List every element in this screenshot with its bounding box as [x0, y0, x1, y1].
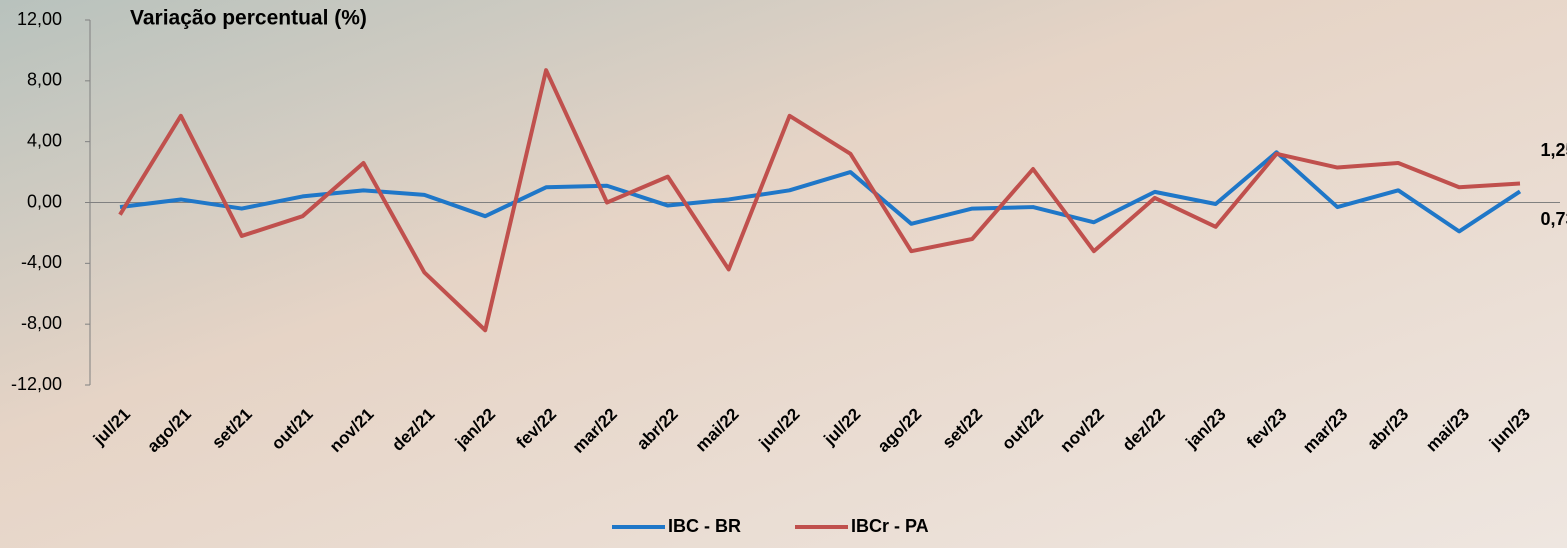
- data-label: 0,73: [1540, 209, 1567, 229]
- y-tick-label: 4,00: [27, 130, 62, 150]
- legend-label: IBC - BR: [668, 516, 741, 536]
- legend-label: IBCr - PA: [851, 516, 929, 536]
- y-tick-label: -12,00: [11, 374, 62, 394]
- y-tick-label: -8,00: [21, 313, 62, 333]
- chart: Variação percentual (%) -12,00 -8,00 -4,00…: [0, 0, 1567, 548]
- y-tick-label: 0,00: [27, 191, 62, 211]
- chart-title: Variação percentual (%): [130, 7, 367, 30]
- data-label: 1,25: [1540, 140, 1567, 160]
- background: [0, 0, 1567, 548]
- y-tick-label: 12,00: [17, 9, 62, 29]
- y-tick-label: 8,00: [27, 70, 62, 90]
- y-tick-label: -4,00: [21, 252, 62, 272]
